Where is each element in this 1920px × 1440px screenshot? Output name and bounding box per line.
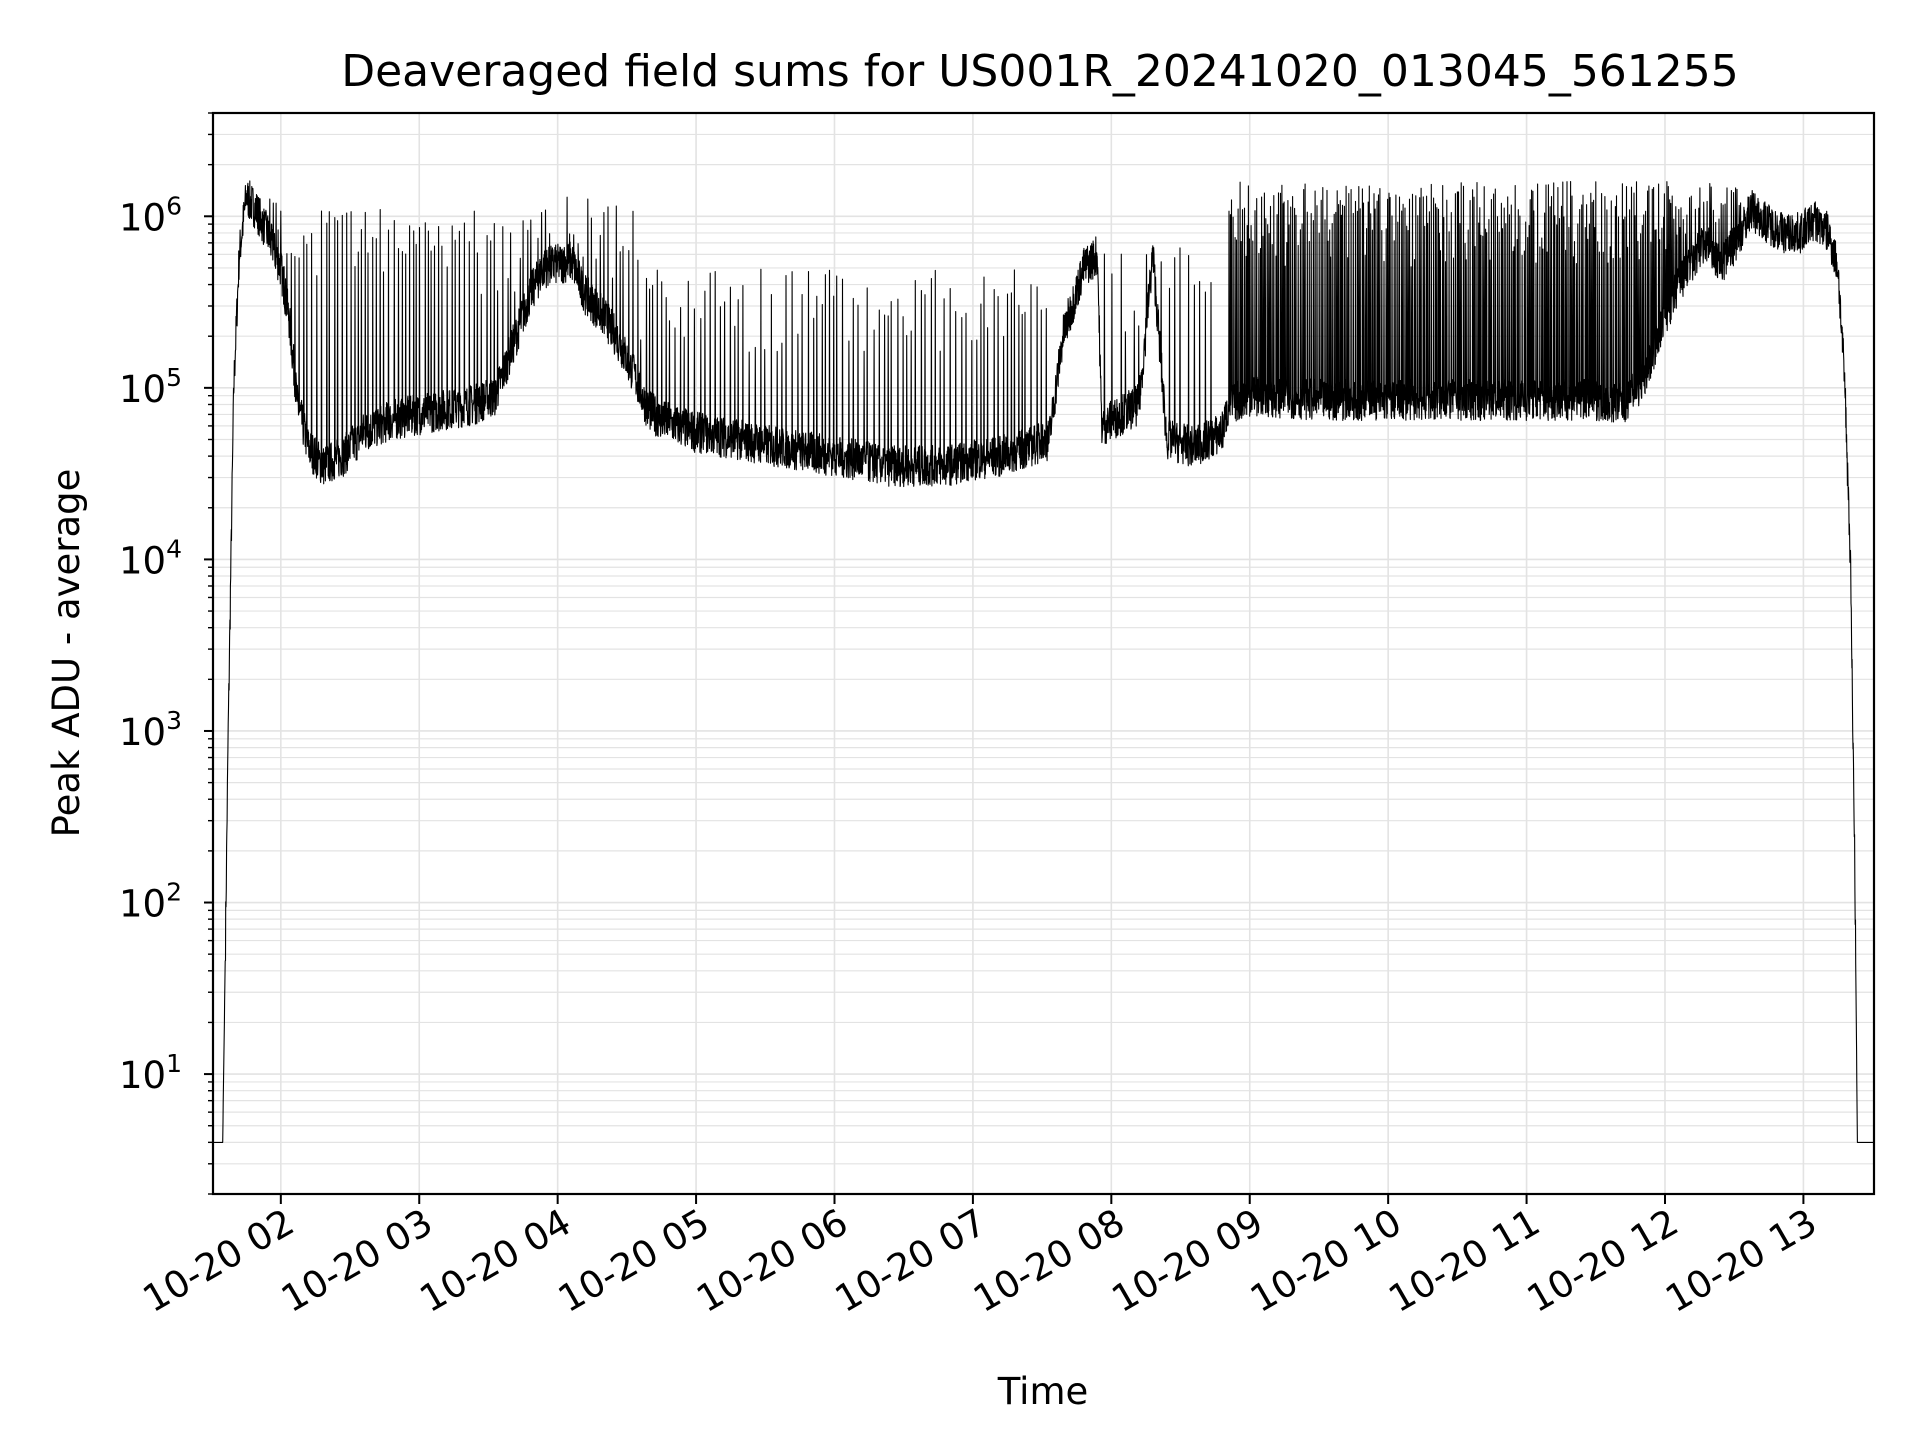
plot-frame <box>211 111 1876 1196</box>
y-tick-label: 106 <box>119 191 182 239</box>
y-tick-label: 104 <box>119 534 182 582</box>
y-axis-label: Peak ADU - average <box>45 469 88 838</box>
y-tick-label: 101 <box>119 1049 182 1097</box>
y-tick-label: 105 <box>119 363 182 411</box>
y-tick-label: 102 <box>119 878 182 926</box>
y-tick-label: 103 <box>119 706 182 754</box>
chart-title: Deaveraged field sums for US001R_2024102… <box>341 46 1739 97</box>
plot-area <box>212 180 1874 1143</box>
data-line <box>212 180 1874 1143</box>
x-axis-label: Time <box>997 1370 1089 1413</box>
y-axis: 101 102 103 104 105 106 <box>119 112 213 1195</box>
